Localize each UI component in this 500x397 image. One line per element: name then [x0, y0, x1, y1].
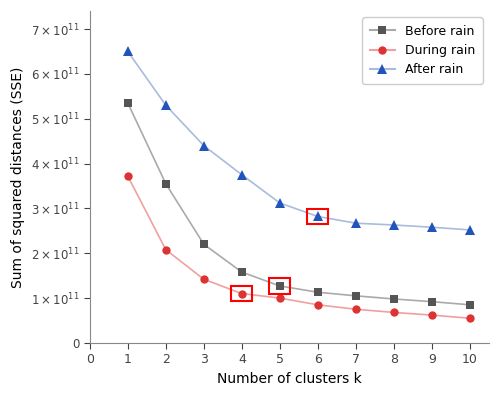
Bar — [269, 278, 290, 294]
X-axis label: Number of clusters k: Number of clusters k — [217, 372, 362, 386]
Bar — [231, 286, 252, 301]
Legend: Before rain, During rain, After rain: Before rain, During rain, After rain — [362, 17, 482, 84]
Bar — [307, 209, 328, 224]
Y-axis label: Sum of squared distances (SSE): Sum of squared distances (SSE) — [11, 66, 25, 288]
